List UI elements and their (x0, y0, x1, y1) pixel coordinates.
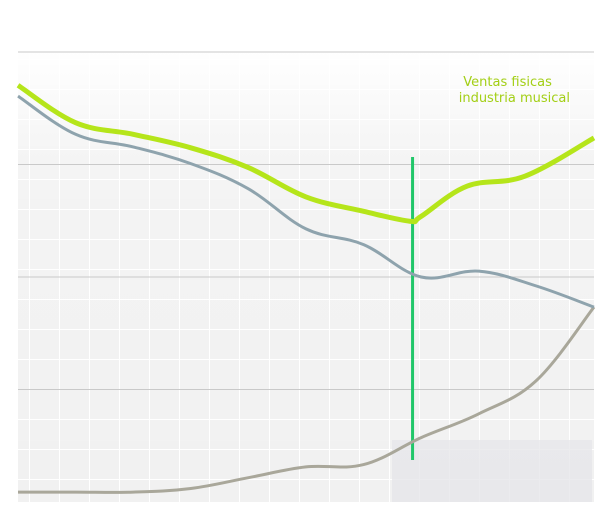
series-line-grey-blue (17, 94, 595, 309)
annotation-line-1: Ventas fisicas (463, 75, 552, 90)
gridlines (18, 51, 594, 390)
series-line-ventas-fisicas (16, 83, 596, 225)
series-group (16, 83, 596, 494)
album-cover-background (18, 50, 594, 502)
annotation-line-2: industria musical (459, 91, 570, 106)
series-annotation-label: Ventas fisicas industria musical (459, 75, 570, 106)
series-line-grey-tan (18, 306, 596, 494)
